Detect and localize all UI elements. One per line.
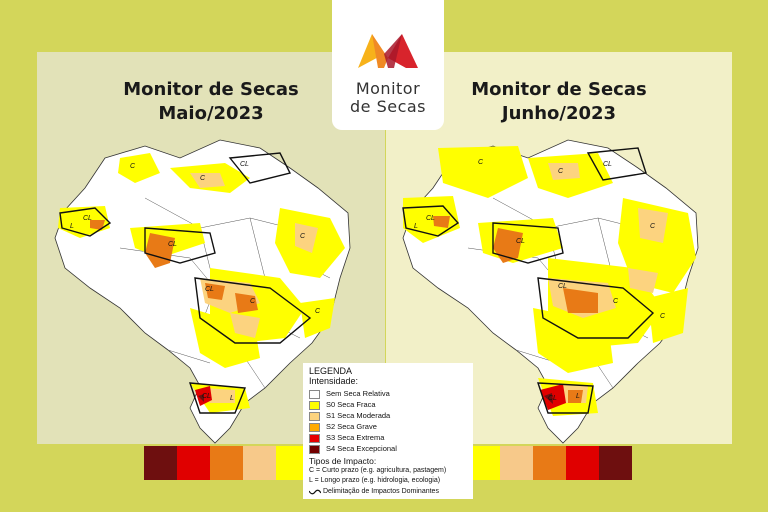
legend-intensity-heading: Intensidade: <box>309 376 359 386</box>
scale-left-seg-0 <box>144 446 177 480</box>
scale-right-seg-1 <box>500 446 533 480</box>
legend-dominant: Delimitação de Impactos Dominantes <box>308 487 439 497</box>
logo-text-line1: Monitor <box>355 79 421 98</box>
legend-swatch <box>309 411 320 421</box>
legend-swatch <box>309 444 320 454</box>
june-label-c2: C <box>558 168 564 175</box>
scale-right-seg-4 <box>599 446 632 480</box>
june-label-cl5: CL <box>603 161 612 168</box>
legend-heading: LEGENDA <box>309 366 353 376</box>
logo-text-line2: de Secas <box>349 97 427 116</box>
june-drought-map: C C CL L CL C CL C C CL L CL <box>402 139 699 444</box>
may-label-c1: C <box>130 163 136 170</box>
may-label-c2: C <box>200 175 206 182</box>
june-label-cl3: CL <box>558 283 567 290</box>
legend-item-s1: S1 Seca Moderada <box>309 411 390 421</box>
may-label-cl4: CL <box>202 393 211 400</box>
june-label-c4: C <box>613 298 619 305</box>
june-label-cl1: CL <box>426 215 435 222</box>
june-label-l1: L <box>414 223 418 230</box>
scale-left <box>144 446 309 480</box>
legend-item-s4: S4 Seca Excepcional <box>309 444 397 454</box>
may-drought-map: C C CL L CL C CL C C CL L CL <box>54 139 351 444</box>
may-label-cl5: CL <box>240 161 249 168</box>
scale-right <box>467 446 632 480</box>
scale-left-seg-3 <box>243 446 276 480</box>
may-label-cl2: CL <box>168 241 177 248</box>
june-label-c3: C <box>650 223 656 230</box>
may-label-cl3: CL <box>205 286 214 293</box>
legend-swatch <box>309 400 320 410</box>
june-label-c5: C <box>660 313 666 320</box>
may-label-c5: C <box>315 308 321 315</box>
delimitation-line-icon <box>308 489 322 494</box>
may-label-c3: C <box>300 233 306 240</box>
legend-impact-long: L = Longo prazo (e.g. hidrologia, ecolog… <box>309 477 441 484</box>
legend-swatch <box>309 433 320 443</box>
scale-left-seg-2 <box>210 446 243 480</box>
logo-card: Monitor de Secas <box>332 0 444 130</box>
may-label-c4: C <box>250 298 256 305</box>
legend: LEGENDA Intensidade: Sem Seca Relativa S… <box>303 363 473 499</box>
june-title: Monitor de Secas Junho/2023 <box>386 78 732 126</box>
scale-right-seg-2 <box>533 446 566 480</box>
legend-item-s0: S0 Seca Fraca <box>309 400 376 410</box>
legend-impact-heading: Tipos de Impacto: <box>309 456 377 466</box>
june-label-cl2: CL <box>516 238 525 245</box>
may-title-line2: Maio/2023 <box>158 103 264 124</box>
june-title-line2: Junho/2023 <box>501 103 617 124</box>
may-title: Monitor de Secas Maio/2023 <box>37 78 385 126</box>
june-label-l2: L <box>576 393 580 400</box>
may-title-line1: Monitor de Secas <box>123 79 299 100</box>
may-label-cl1: CL <box>83 215 92 222</box>
brazil-outline <box>54 139 351 444</box>
june-label-cl4: CL <box>548 395 557 402</box>
legend-item-none: Sem Seca Relativa <box>309 389 390 399</box>
may-label-l1: L <box>70 223 74 230</box>
scale-left-seg-1 <box>177 446 210 480</box>
legend-item-s3: S3 Seca Extrema <box>309 433 384 443</box>
june-label-c1: C <box>478 159 484 166</box>
scale-right-seg-3 <box>566 446 599 480</box>
legend-impact-short: C = Curto prazo (e.g. agricultura, pasta… <box>309 467 447 474</box>
legend-item-s2: S2 Seca Grave <box>309 422 377 432</box>
legend-swatch <box>309 389 320 399</box>
june-title-line1: Monitor de Secas <box>471 79 647 100</box>
monitor-de-secas-logo-icon <box>358 34 418 68</box>
legend-swatch <box>309 422 320 432</box>
may-label-l2: L <box>230 395 234 402</box>
